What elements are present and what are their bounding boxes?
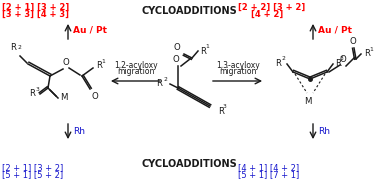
Text: 1: 1: [369, 47, 373, 52]
Text: [5 + 1] [7 + 1]: [5 + 1] [7 + 1]: [238, 170, 299, 179]
Text: 3: 3: [36, 87, 40, 92]
Text: M: M: [304, 97, 312, 106]
Text: 1: 1: [205, 44, 209, 49]
Text: 1,2-acyloxy: 1,2-acyloxy: [114, 61, 158, 70]
Text: CYCLOADDITIONS: CYCLOADDITIONS: [141, 6, 237, 16]
Text: 2: 2: [282, 56, 286, 61]
Text: R: R: [275, 59, 281, 68]
Text: Rh: Rh: [318, 128, 330, 137]
Text: [2 + 2] [3 + 2]: [2 + 2] [3 + 2]: [238, 3, 305, 12]
Text: 2: 2: [163, 77, 167, 82]
Text: 2: 2: [17, 45, 21, 50]
Text: M: M: [60, 93, 68, 102]
Text: [3 + 3] [4 + 3]: [3 + 3] [4 + 3]: [2, 10, 69, 19]
Text: [5 + 1] [5 + 2]: [5 + 1] [5 + 2]: [2, 170, 63, 179]
Text: [2 + 1] [3 + 2]: [2 + 1] [3 + 2]: [2, 3, 69, 12]
Text: [4 + 1] [4 + 2]: [4 + 1] [4 + 2]: [238, 163, 299, 172]
Text: R: R: [96, 61, 102, 70]
Text: R: R: [29, 89, 35, 98]
Text: R: R: [200, 47, 206, 56]
Text: R: R: [335, 59, 341, 68]
Text: [2 + 1] [3 + 2]: [2 + 1] [3 + 2]: [2, 163, 63, 172]
Text: O: O: [173, 55, 180, 64]
Text: O: O: [91, 92, 98, 101]
Text: R: R: [156, 79, 162, 89]
Text: Au / Pt: Au / Pt: [73, 26, 107, 35]
Text: O: O: [350, 37, 356, 46]
Text: O: O: [63, 58, 70, 67]
Text: Au / Pt: Au / Pt: [318, 26, 352, 35]
Text: R: R: [364, 49, 370, 59]
Text: O: O: [173, 43, 180, 52]
Text: migration: migration: [117, 67, 155, 76]
Text: O: O: [339, 55, 346, 64]
Text: 1: 1: [101, 59, 105, 64]
Text: CYCLOADDITIONS: CYCLOADDITIONS: [141, 159, 237, 169]
Text: migration: migration: [219, 67, 257, 76]
Text: R: R: [218, 107, 224, 116]
Text: [4 + 2]: [4 + 2]: [251, 10, 283, 19]
Text: 1,3-acyloxy: 1,3-acyloxy: [216, 61, 260, 70]
Text: 3: 3: [223, 104, 227, 109]
Text: R: R: [10, 43, 16, 52]
Text: 3: 3: [340, 56, 344, 61]
Text: Rh: Rh: [73, 128, 85, 137]
